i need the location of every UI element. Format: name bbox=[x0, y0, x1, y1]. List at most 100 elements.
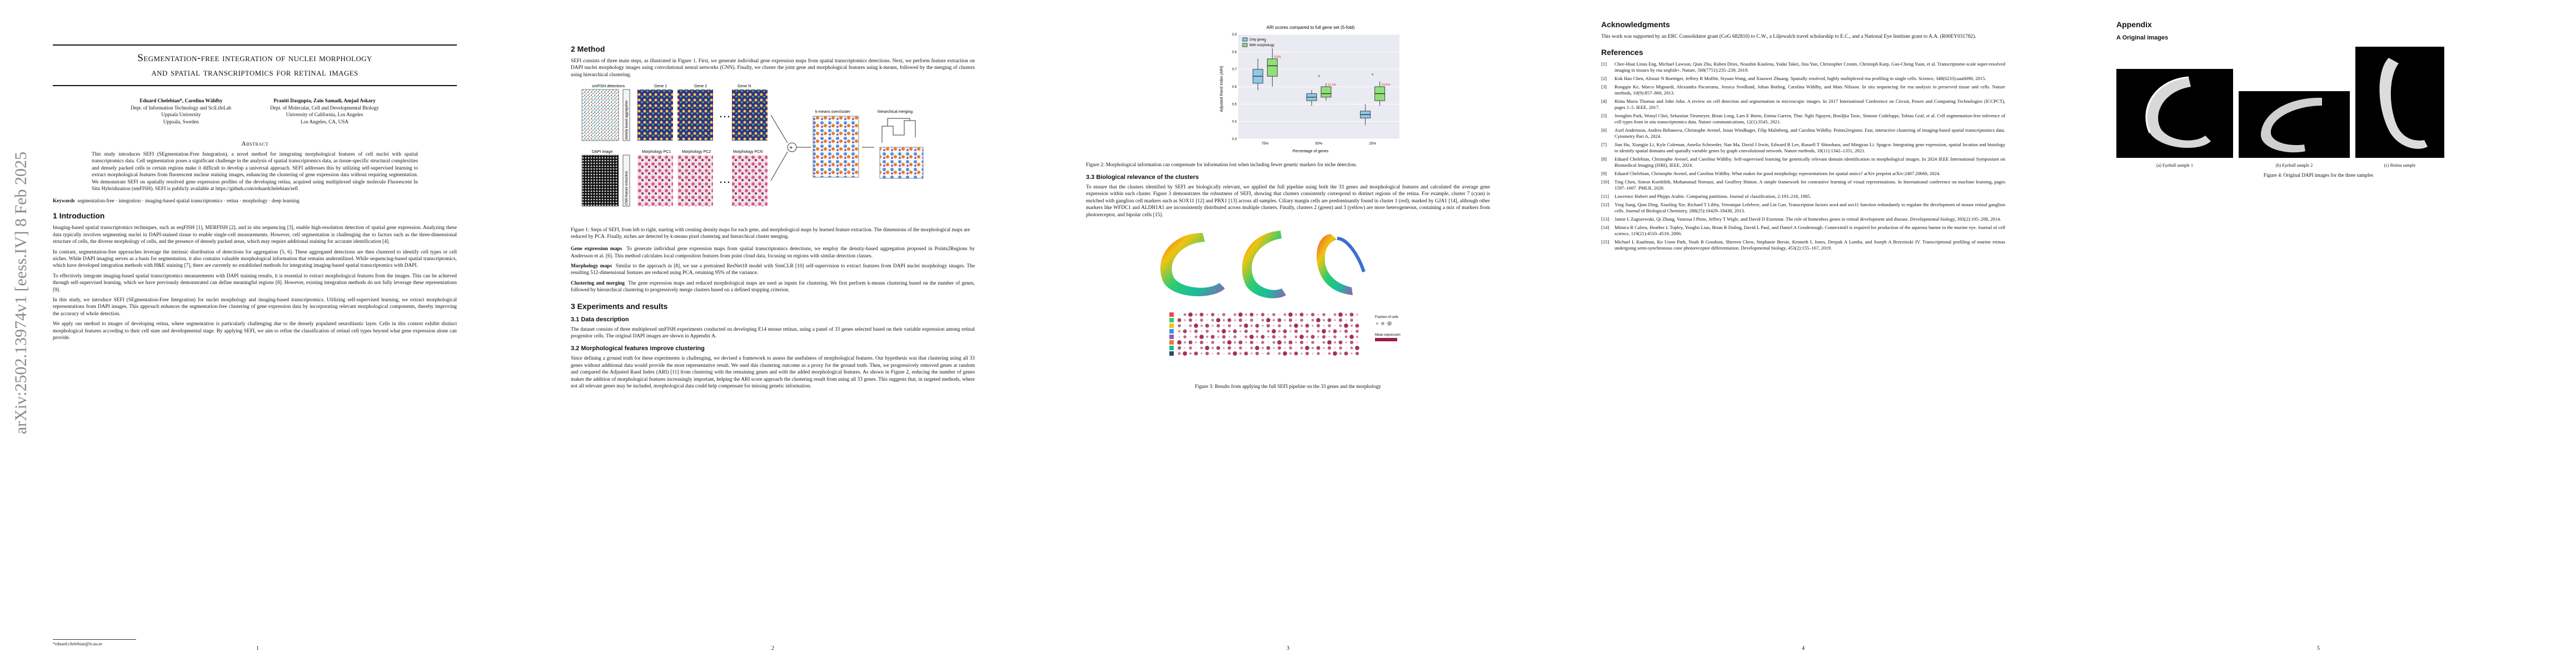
dot-plot-dot bbox=[1250, 346, 1253, 350]
dot-plot-dot bbox=[1212, 330, 1213, 332]
dot-plot-dot bbox=[1222, 341, 1225, 344]
dot-plot-dot bbox=[1260, 312, 1265, 317]
dot-plot-dot bbox=[1217, 330, 1220, 333]
acknowledgments-text: This work was supported by an ERC Consol… bbox=[1601, 34, 1976, 39]
reference-item: [5] Jeongbin Park, Wonyl Choi, Sebastian … bbox=[1601, 113, 2005, 125]
dot-plot-dot bbox=[1345, 341, 1347, 344]
dot-plot-dot bbox=[1189, 330, 1192, 332]
dendrogram bbox=[881, 120, 916, 143]
dot-plot-dot bbox=[1177, 346, 1182, 350]
legend-title: Mean expression bbox=[1375, 334, 1401, 337]
dot-plot-dot bbox=[1211, 341, 1214, 344]
dot-plot-dot bbox=[1177, 340, 1182, 345]
author-names-2: Praniti Dasgupta, Zain Samadi, Amjad Ask… bbox=[273, 98, 376, 104]
dot-plot-dot bbox=[1339, 346, 1342, 350]
dot-plot-dot bbox=[1311, 335, 1315, 339]
reference-text: Jian Hu, Xiangjie Li, Kyle Coleman, Amel… bbox=[1615, 142, 2005, 154]
dot-plot-dot bbox=[1288, 318, 1293, 322]
dot-plot-dot bbox=[1333, 335, 1337, 339]
author-affil-1b: Uppsala University bbox=[161, 112, 201, 118]
dot-plot-dot bbox=[1307, 319, 1308, 321]
dot-plot-dot bbox=[1311, 318, 1314, 322]
dot-plot-dot bbox=[1223, 352, 1224, 354]
dot-plot-dot bbox=[1288, 312, 1293, 317]
morph-map-2 bbox=[677, 155, 713, 207]
subsection-data-title: 3.1 Data description bbox=[571, 316, 629, 323]
y-tick-label: 0.7 bbox=[1232, 68, 1237, 72]
dot-plot-dot bbox=[1351, 330, 1353, 332]
dot-plot-dot bbox=[1278, 330, 1281, 333]
dot-plot-dot bbox=[1355, 351, 1359, 356]
reference-item: [3] Rongqin Ke, Marco Mignardi, Alexandra… bbox=[1601, 84, 2005, 96]
fig1-label: hierarchical merging bbox=[878, 110, 913, 114]
y-tick-label: 0.5 bbox=[1232, 103, 1237, 106]
dot-plot-dot bbox=[1317, 330, 1320, 333]
dot-plot-dot bbox=[1294, 313, 1298, 316]
dot-plot-dot bbox=[1311, 346, 1314, 350]
dot-plot-dot bbox=[1200, 346, 1203, 350]
dot-plot-dot bbox=[1194, 335, 1198, 339]
cluster-swatch bbox=[1169, 340, 1174, 345]
dot-plot-dot bbox=[1299, 335, 1304, 339]
dot-plot-dot bbox=[1328, 330, 1331, 333]
dot-plot-dot bbox=[1260, 335, 1265, 339]
dot-plot-dot bbox=[1245, 319, 1247, 321]
fig1-label: CNN feature extraction bbox=[625, 171, 629, 205]
reference-text: Rinta Maria Thomas and John John. A revi… bbox=[1615, 98, 2005, 111]
dot-plot-dot bbox=[1183, 329, 1187, 334]
dot-plot-dot bbox=[1257, 319, 1258, 321]
dot-plot-dot bbox=[1355, 346, 1359, 350]
dot-plot-dot bbox=[1328, 336, 1331, 338]
dot-plot-dot bbox=[1200, 352, 1203, 355]
dot-plot-dot bbox=[1356, 341, 1358, 344]
method-morph-maps: Morphology maps Similar to the approach … bbox=[571, 263, 975, 277]
dot-plot-dot bbox=[1234, 319, 1236, 321]
dot-plot-dot bbox=[1283, 335, 1287, 339]
reference-item: [1] Chee-Huat Linus Eng, Michael Lawson, … bbox=[1601, 61, 2005, 73]
dot-plot-dot bbox=[1266, 318, 1270, 322]
reference-item: [2] Kok Hao Chen, Alistair N Boettiger, J… bbox=[1601, 76, 2005, 82]
dot-plot-dot bbox=[1250, 324, 1253, 327]
dot-plot-dot bbox=[1338, 318, 1343, 322]
cluster-swatch bbox=[1169, 328, 1174, 334]
legend-dot bbox=[1387, 321, 1392, 326]
legend-label: Only genes bbox=[1249, 38, 1266, 42]
author-affil-1a: Dept. of Information Technology and SciL… bbox=[131, 104, 232, 111]
dot-plot-dot bbox=[1312, 325, 1314, 327]
reference-number: [7] bbox=[1601, 142, 1607, 148]
dot-plot-dot bbox=[1227, 346, 1232, 350]
dot-plot-dot bbox=[1284, 325, 1285, 326]
y-tick-label: 0.4 bbox=[1232, 121, 1237, 124]
morph-improve-text: Since defining a ground truth for these … bbox=[571, 356, 975, 389]
dot-plot-dot bbox=[1262, 352, 1264, 355]
dot-plot-dot bbox=[1296, 347, 1297, 349]
dot-plot-dot bbox=[1277, 318, 1282, 322]
dot-plot-dot bbox=[1288, 340, 1293, 345]
cluster-map-sample-3-edge bbox=[1337, 236, 1366, 272]
appendix-images: (a) Eyeball sample 1 (b) Eyeball sample … bbox=[2116, 47, 2520, 168]
dot-plot-dot bbox=[1277, 346, 1282, 350]
reference-text: Michael L Kaufman, Ko Uoon Park, Noah B … bbox=[1615, 239, 2005, 251]
reference-item: [14] Mónica R Calera, Heather L Topley, Y… bbox=[1601, 225, 2005, 237]
legend-swatch bbox=[1242, 37, 1247, 42]
dot-plot-dot bbox=[1239, 324, 1242, 327]
author-group-2: Praniti Dasgupta, Zain Samadi, Amjad Ask… bbox=[270, 97, 379, 125]
dot-plot-dot bbox=[1300, 324, 1303, 327]
reference-number: [4] bbox=[1601, 98, 1607, 104]
reference-item: [9] Eduard Chelebian, Christophe Avenel, … bbox=[1601, 171, 2005, 177]
dot-plot-dot bbox=[1289, 330, 1292, 332]
dot-plot-dot bbox=[1272, 329, 1276, 334]
reference-item: [15] Michael L Kaufman, Ko Uoon Park, Noa… bbox=[1601, 239, 2005, 251]
dot-plot-dot bbox=[1261, 341, 1264, 344]
fig1-label: Gene 1 bbox=[654, 84, 667, 88]
appendix-image-1: (a) Eyeball sample 1 bbox=[2116, 69, 2233, 168]
arxiv-stamp: arXiv:2502.13974v1 [eess.IV] 8 Feb 2025 bbox=[10, 67, 32, 522]
page-1: arXiv:2502.13974v1 [eess.IV] 8 Feb 2025 … bbox=[0, 0, 515, 667]
dot-plot-dot bbox=[1283, 313, 1287, 316]
dot-plot-dot bbox=[1327, 340, 1332, 345]
reference-text: Chee-Huat Linus Eng, Michael Lawson, Qia… bbox=[1615, 61, 2005, 73]
footnote: *eduard.chelebian@it.uu.se bbox=[53, 639, 136, 646]
page-4: Acknowledgments This work was supported … bbox=[1546, 0, 2061, 667]
dot-plot-dot bbox=[1205, 335, 1209, 339]
bio-relevance-text: To ensure that the clusters identified b… bbox=[1086, 184, 1490, 218]
